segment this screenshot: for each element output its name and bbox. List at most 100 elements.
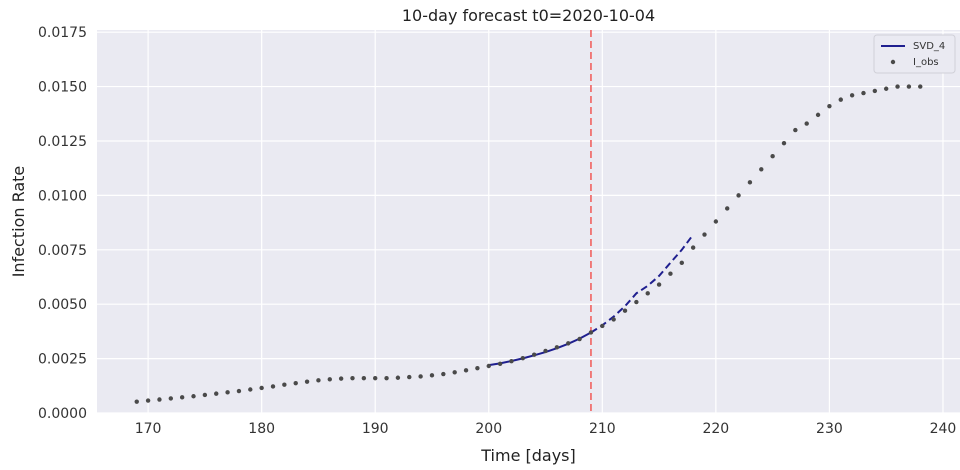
obs-point: [918, 84, 923, 89]
obs-point: [145, 398, 151, 403]
obs-point: [282, 382, 287, 387]
obs-point: [702, 232, 707, 237]
obs-point: [656, 282, 662, 287]
obs-point: [395, 375, 401, 380]
obs-point: [883, 86, 889, 91]
y-ticks: 0.0000 0.0025 0.0050 0.0075 0.0100 0.0125 0.01…: [38, 25, 87, 422]
legend: SVD_4 I_obs: [873, 34, 956, 74]
x-tick-label: 200: [475, 421, 502, 437]
obs-point: [736, 193, 741, 198]
obs-point: [906, 84, 912, 89]
obs-point: [747, 180, 753, 185]
obs-point: [554, 345, 560, 350]
y-tick-label: 0.0000: [38, 406, 87, 422]
obs-point: [248, 387, 253, 392]
y-tick-label: 0.0050: [38, 297, 87, 313]
obs-point: [202, 392, 208, 398]
obs-point: [679, 260, 684, 266]
y-tick-label: 0.0100: [38, 188, 87, 204]
x-tick-label: 230: [816, 421, 843, 437]
obs-point: [588, 330, 594, 335]
obs-point: [600, 323, 605, 329]
obs-point: [407, 374, 412, 380]
obs-point: [849, 93, 855, 98]
obs-point: [815, 112, 821, 118]
y-axis-label: Infection Rate: [9, 166, 28, 278]
obs-point: [611, 317, 616, 322]
obs-point: [361, 375, 367, 381]
obs-point: [259, 385, 264, 391]
y-tick-label: 0.0075: [38, 243, 87, 259]
obs-point: [793, 127, 798, 133]
obs-point: [668, 271, 673, 276]
x-tick-label: 210: [589, 421, 616, 437]
y-tick-label: 0.0025: [38, 352, 87, 368]
x-tick-label: 180: [248, 421, 275, 437]
obs-point: [690, 245, 696, 250]
y-tick-label: 0.0125: [38, 134, 87, 150]
obs-point: [179, 395, 185, 400]
obs-point: [827, 103, 832, 109]
legend-label-obs: I_obs: [913, 57, 939, 68]
obs-point: [168, 396, 174, 401]
x-tick-label: 190: [362, 421, 389, 437]
obs-point: [781, 140, 787, 146]
chart-title: 10-day forecast t0=2020-10-04: [402, 6, 655, 25]
obs-point: [645, 291, 650, 296]
series-svd-fit-line: [488, 331, 592, 367]
x-tick-label: 220: [702, 421, 729, 437]
y-tick-label: 0.0150: [38, 80, 87, 96]
obs-point: [759, 167, 764, 172]
legend-swatch-obs: [890, 59, 896, 65]
obs-point: [157, 397, 162, 402]
obs-point: [293, 380, 298, 386]
obs-point: [338, 376, 344, 381]
obs-point: [566, 341, 571, 346]
obs-point: [463, 368, 469, 373]
obs-point: [191, 394, 196, 399]
obs-point: [838, 97, 843, 102]
obs-point: [531, 352, 537, 357]
obs-point: [214, 391, 219, 396]
obs-point: [373, 375, 378, 381]
obs-point: [134, 399, 139, 404]
obs-point: [304, 379, 310, 384]
plot-background: [97, 30, 960, 413]
obs-point: [486, 363, 491, 369]
obs-point: [475, 365, 480, 371]
y-tick-label: 0.0175: [38, 25, 87, 41]
obs-point: [872, 88, 878, 94]
obs-point: [713, 219, 719, 224]
obs-point: [225, 390, 230, 395]
obs-point: [634, 299, 639, 305]
obs-point: [543, 348, 548, 354]
obs-point: [418, 374, 423, 379]
obs-point: [384, 375, 389, 381]
x-ticks: 170 180 190 200 210 220 230 240: [135, 421, 957, 437]
series-svd-forecast-line: [590, 234, 695, 334]
obs-point: [725, 206, 730, 211]
obs-point: [804, 121, 809, 126]
x-tick-label: 240: [930, 421, 957, 437]
obs-point: [577, 336, 582, 342]
obs-point: [497, 361, 503, 367]
obs-point: [236, 388, 242, 394]
series-group: [134, 84, 923, 404]
obs-point: [622, 308, 628, 313]
legend-label-svd: SVD_4: [913, 41, 945, 52]
obs-point: [509, 359, 514, 364]
obs-point: [520, 355, 526, 361]
obs-point: [861, 90, 866, 96]
obs-point: [316, 378, 321, 383]
obs-point: [441, 371, 446, 377]
obs-point: [895, 84, 900, 89]
obs-point: [770, 154, 775, 159]
x-axis-label: Time [days]: [480, 446, 576, 465]
x-tick-label: 170: [135, 421, 162, 437]
obs-point: [327, 377, 332, 382]
obs-point: [429, 373, 435, 378]
obs-point: [452, 370, 457, 375]
obs-point: [350, 375, 355, 381]
obs-point: [270, 384, 276, 389]
